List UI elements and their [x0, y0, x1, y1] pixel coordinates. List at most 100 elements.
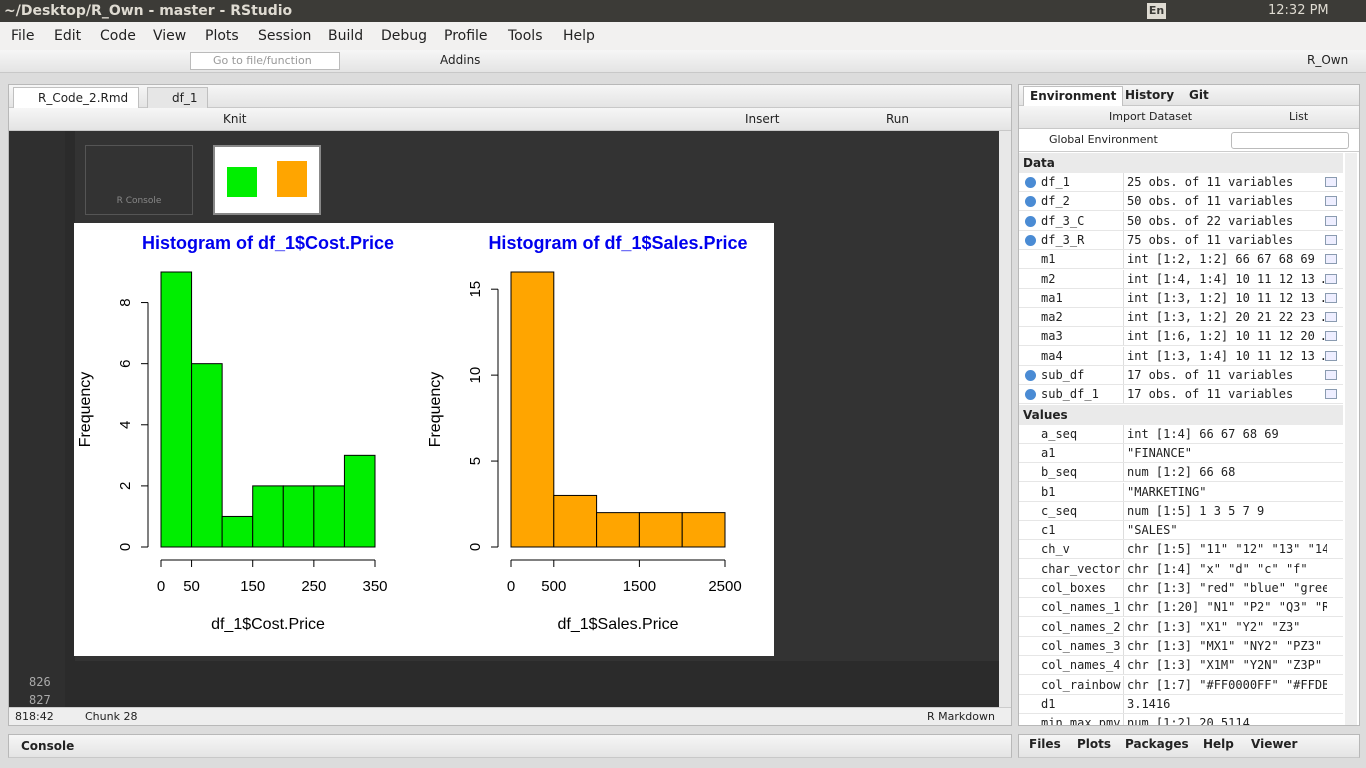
editor-tab[interactable]: df_1 — [147, 87, 209, 108]
knit-button[interactable]: Knit — [223, 112, 247, 126]
view-icon[interactable] — [1325, 292, 1337, 303]
env-row[interactable]: df_3_R 75 obs. of 11 variables — [1019, 230, 1343, 250]
menu-item[interactable]: Plots — [205, 28, 239, 44]
env-row[interactable]: m2 int [1:4, 1:4] 10 11 12 13 … — [1019, 269, 1343, 289]
plot-thumbnail[interactable] — [213, 145, 321, 215]
console-bar[interactable]: Console — [8, 734, 1012, 758]
editor-tab[interactable]: R_Code_2.Rmd — [13, 87, 140, 108]
scrollbar[interactable] — [1345, 153, 1357, 725]
menu-item[interactable]: File — [11, 28, 35, 44]
env-tab[interactable]: Environment — [1023, 86, 1124, 106]
menu-item[interactable]: Edit — [54, 28, 82, 44]
project-button[interactable]: R_Own — [1307, 53, 1349, 67]
env-name: col_boxes — [1041, 581, 1107, 595]
plot-output: Histogram of df_1$Cost.Price df_1$Cost.Pr… — [74, 223, 774, 656]
expand-icon[interactable] — [1025, 196, 1036, 208]
env-tab[interactable]: History — [1125, 88, 1175, 102]
env-name: ma4 — [1041, 348, 1063, 363]
env-row[interactable]: ma4 int [1:3, 1:4] 10 11 12 13 … — [1019, 346, 1343, 366]
expand-icon[interactable] — [1025, 370, 1036, 381]
addins-button[interactable]: Addins — [440, 53, 481, 67]
chart-title: Histogram of df_1$Sales.Price — [488, 233, 747, 253]
expand-icon[interactable] — [1025, 389, 1036, 401]
search-box[interactable] — [1231, 132, 1349, 149]
pane-tab[interactable]: Plots — [1077, 737, 1112, 751]
scrollbar[interactable] — [999, 131, 1011, 707]
menu-item[interactable]: Session — [258, 28, 312, 44]
view-icon[interactable] — [1325, 215, 1337, 226]
view-icon[interactable] — [1325, 370, 1337, 380]
env-row[interactable]: d1 3.1416 — [1019, 694, 1343, 714]
keyboard-indicator[interactable]: En — [1147, 3, 1166, 19]
env-row[interactable]: ma3 int [1:6, 1:2] 10 11 12 20 … — [1019, 327, 1343, 347]
env-row[interactable]: df_1 25 obs. of 11 variables — [1019, 173, 1343, 192]
view-button[interactable]: List — [1289, 110, 1309, 123]
env-row[interactable]: min_max_pmv num [1:2] 20 5114 — [1019, 714, 1343, 725]
chunk-indicator[interactable]: Chunk 28 — [85, 710, 138, 723]
view-icon[interactable] — [1325, 312, 1337, 323]
column-separator — [1123, 250, 1124, 269]
env-name: a_seq — [1041, 426, 1078, 441]
file-mode[interactable]: R Markdown — [927, 710, 995, 723]
env-value: int [1:2, 1:2] 66 67 68 69 — [1127, 252, 1315, 267]
env-row[interactable]: b_seq num [1:2] 66 68 — [1019, 463, 1343, 483]
histogram-bar — [221, 515, 254, 548]
menu-item[interactable]: Code — [100, 28, 136, 44]
menu-item[interactable]: Help — [563, 28, 595, 44]
env-row[interactable]: m1 int [1:2, 1:2] 66 67 68 69 — [1019, 250, 1343, 270]
env-row[interactable]: col_names_2 chr [1:3] "X1" "Y2" "Z3" — [1019, 617, 1343, 637]
env-row[interactable]: a_seq int [1:4] 66 67 68 69 — [1019, 424, 1343, 444]
env-row[interactable]: a1 "FINANCE" — [1019, 443, 1343, 463]
env-row[interactable]: b1 "MARKETING" — [1019, 482, 1343, 502]
env-row[interactable]: c_seq num [1:5] 1 3 5 7 9 — [1019, 501, 1343, 521]
console-thumbnail[interactable]: R Console — [85, 145, 193, 215]
env-row[interactable]: col_rainbow chr [1:7] "#FF0000FF" "#FFDB0… — [1019, 675, 1343, 695]
pane-tab[interactable]: Help — [1203, 737, 1234, 751]
env-row[interactable]: ch_v chr [1:5] "11" "12" "13" "14"… — [1019, 540, 1343, 560]
env-row[interactable]: col_boxes chr [1:3] "red" "blue" "green" — [1019, 579, 1343, 598]
env-row[interactable]: sub_df 17 obs. of 11 variables — [1019, 366, 1343, 385]
env-row[interactable]: col_names_1 chr [1:20] "N1" "P2" "Q3" "R4… — [1019, 598, 1343, 618]
env-row[interactable]: df_3_C 50 obs. of 22 variables — [1019, 211, 1343, 231]
env-value: 3.1416 — [1127, 696, 1171, 711]
env-row[interactable]: ma2 int [1:3, 1:2] 20 21 22 23 … — [1019, 308, 1343, 328]
menu-item[interactable]: View — [153, 28, 187, 44]
env-row[interactable]: sub_df_1 17 obs. of 11 variables — [1019, 385, 1343, 405]
expand-icon[interactable] — [1025, 234, 1036, 246]
expand-icon[interactable] — [1025, 215, 1036, 227]
pane-tab[interactable]: Packages — [1125, 737, 1189, 751]
env-value: int [1:4] 66 67 68 69 — [1127, 426, 1279, 441]
env-tabs: Environment History Git — [1019, 85, 1359, 106]
view-icon[interactable] — [1325, 350, 1337, 361]
menu-item[interactable]: Tools — [508, 28, 543, 44]
expand-icon[interactable] — [1025, 177, 1036, 188]
env-name: c1 — [1041, 523, 1056, 538]
import-button[interactable]: Import Dataset — [1109, 110, 1193, 123]
env-row[interactable]: char_vector chr [1:4] "x" "d" "c" "f" — [1019, 559, 1343, 579]
view-icon[interactable] — [1325, 389, 1337, 400]
pane-tab[interactable]: Viewer — [1251, 737, 1298, 751]
env-row[interactable]: df_2 50 obs. of 11 variables — [1019, 192, 1343, 212]
env-row[interactable]: col_names_4 chr [1:3] "X1M" "Y2N" "Z3P" — [1019, 656, 1343, 676]
histogram-bar — [313, 485, 345, 548]
menu-item[interactable]: Profile — [444, 28, 488, 44]
view-icon[interactable] — [1325, 273, 1337, 284]
view-icon[interactable] — [1325, 196, 1337, 207]
thumb-shape — [227, 167, 257, 197]
clock[interactable]: 12:32 PM — [1268, 3, 1329, 18]
view-icon[interactable] — [1325, 254, 1337, 265]
menu-item[interactable]: Debug — [381, 28, 428, 44]
goto-box[interactable]: Go to file/function — [190, 52, 340, 70]
env-tab[interactable]: Git — [1189, 88, 1209, 102]
scope-select[interactable]: Global Environment — [1049, 133, 1158, 146]
view-icon[interactable] — [1325, 331, 1337, 342]
env-row[interactable]: ma1 int [1:3, 1:2] 10 11 12 13 … — [1019, 288, 1343, 308]
insert-button[interactable]: Insert — [745, 112, 780, 126]
view-icon[interactable] — [1325, 177, 1337, 187]
view-icon[interactable] — [1325, 234, 1337, 245]
env-row[interactable]: c1 "SALES" — [1019, 521, 1343, 541]
menu-item[interactable]: Build — [328, 28, 364, 44]
env-row[interactable]: col_names_3 chr [1:3] "MX1" "NY2" "PZ3" — [1019, 636, 1343, 656]
run-button[interactable]: Run — [886, 112, 910, 126]
pane-tab[interactable]: Files — [1029, 737, 1061, 751]
